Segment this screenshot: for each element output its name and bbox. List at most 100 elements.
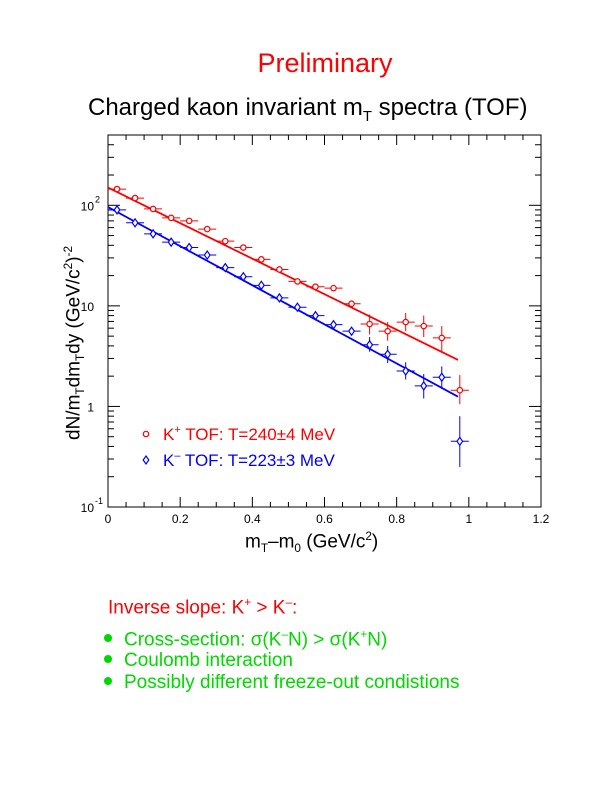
note-sup: – <box>285 596 292 609</box>
y-tick-exponent: 2 <box>95 194 100 204</box>
x-tick-label: 1.2 <box>533 512 550 526</box>
data-point <box>384 327 391 335</box>
bullet-dot <box>104 676 112 685</box>
data-point <box>240 244 247 251</box>
y-label-part: dm <box>63 361 85 388</box>
x-axis-label: mT–m0 (GeV/c2) <box>245 530 378 555</box>
fit-line <box>107 206 459 398</box>
list-item: Coulomb interaction <box>104 650 460 672</box>
note-part: Inverse slope: K <box>108 597 245 619</box>
data-point <box>203 225 211 233</box>
data-point <box>167 214 175 222</box>
legend-entry: K– TOF: T=223±3 MeV <box>163 450 336 470</box>
x-tick-label: 0.8 <box>388 512 405 526</box>
x-tick-label: 0.4 <box>244 512 261 526</box>
legend-marker <box>142 430 150 438</box>
data-point <box>221 262 229 273</box>
x-label-sub: T <box>260 542 269 556</box>
preliminary-label: Preliminary <box>257 48 393 78</box>
title-tail: spectra (TOF) <box>371 94 528 121</box>
note-text: N) > σ(K <box>287 629 361 651</box>
data-point <box>113 204 121 215</box>
legend-marker <box>142 454 150 466</box>
y-axis-label: dN/mTdmTdy (GeV/c2)-2 <box>62 246 87 440</box>
notes-list: Cross-section: σ(K–N) > σ(K+N) Coulomb i… <box>104 628 460 694</box>
data-point <box>149 205 157 213</box>
note-text: Cross-section: σ(K <box>124 629 282 651</box>
data-point <box>131 217 139 228</box>
title-main: Charged kaon invariant m <box>88 94 363 121</box>
chart-title: Charged kaon invariant mT spectra (TOF) <box>88 94 528 125</box>
data-point <box>420 380 428 391</box>
y-label-sub: T <box>74 353 88 361</box>
data-point <box>348 300 355 308</box>
list-item: Cross-section: σ(K–N) > σ(K+N) <box>104 628 460 650</box>
bullet-dot <box>104 634 112 643</box>
data-point <box>221 237 229 245</box>
data-point <box>149 228 157 239</box>
data-point <box>420 322 428 330</box>
data-point <box>294 278 301 285</box>
x-tick-label: 0 <box>105 512 112 526</box>
x-label-part: m <box>245 531 261 553</box>
data-point <box>203 250 211 261</box>
x-label-sup: 2 <box>365 530 372 543</box>
y-tick-label: 1 <box>87 400 94 414</box>
data-point <box>438 334 446 342</box>
data-point <box>311 310 320 321</box>
x-tick-label: 1 <box>465 512 472 526</box>
bullet-dot <box>104 654 112 663</box>
x-label-part: –m <box>268 531 295 553</box>
y-label-part: ) <box>63 256 85 263</box>
x-label-part: ) <box>371 531 379 553</box>
data-point <box>276 266 283 273</box>
note-sup: – <box>281 628 288 641</box>
note-part: : <box>292 597 298 619</box>
note-text: Coulomb interaction <box>124 650 293 671</box>
title-sub: T <box>362 108 372 125</box>
y-label-part: dN/m <box>63 394 85 440</box>
data-point <box>275 292 283 303</box>
data-point <box>293 302 301 313</box>
list-item: Possibly different freeze-out condistion… <box>104 672 460 694</box>
data-point <box>257 280 265 291</box>
y-tick-label: 10 <box>81 199 95 213</box>
data-point <box>348 326 356 337</box>
data-point <box>239 271 247 282</box>
data-point <box>312 283 319 291</box>
data-point <box>456 436 464 447</box>
y-tick-exponent: -1 <box>95 496 103 506</box>
data-point <box>330 284 337 292</box>
data-point <box>258 256 265 263</box>
data-point <box>402 318 409 326</box>
y-label-part: dy (GeV/c <box>63 269 85 354</box>
x-tick-label: 0.2 <box>172 512 189 526</box>
note-part: > K <box>251 597 286 619</box>
data-point <box>185 242 193 253</box>
legend-entry: K+ TOF: T=240±4 MeV <box>163 424 336 444</box>
y-label-sup: -2 <box>62 245 75 257</box>
data-point <box>329 319 338 330</box>
note-sup: + <box>360 628 368 641</box>
y-label-sup: 2 <box>62 262 75 270</box>
data-point <box>185 217 193 225</box>
data-point <box>113 185 121 193</box>
x-label-part: (GeV/c <box>300 531 366 553</box>
data-point <box>438 372 446 383</box>
data-point <box>366 320 373 328</box>
note-text: Possibly different freeze-out condistion… <box>124 672 460 693</box>
y-tick-label: 10 <box>81 501 95 515</box>
note-text: N) <box>367 629 388 651</box>
note-sup: + <box>244 596 252 609</box>
data-point <box>167 237 175 248</box>
data-point <box>456 386 464 394</box>
x-tick-label: 0.6 <box>316 512 333 526</box>
y-tick-label: 10 <box>81 300 95 314</box>
data-point <box>366 339 374 350</box>
notes-heading: Inverse slope: K+ > K–: <box>108 596 297 619</box>
data-point <box>402 365 410 377</box>
fit-line <box>107 186 459 361</box>
y-label-sub: T <box>74 387 88 395</box>
data-point <box>131 194 139 202</box>
